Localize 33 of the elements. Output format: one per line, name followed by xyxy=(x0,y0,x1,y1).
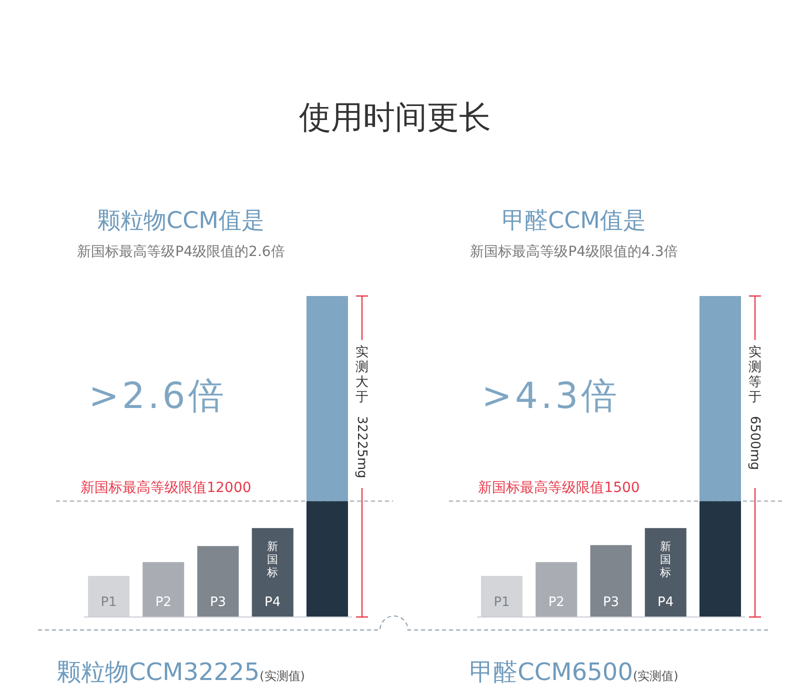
bar xyxy=(142,562,184,617)
ref-line-label: 新国标最高等级限值1500 xyxy=(478,480,640,496)
ref-line-label: 新国标最高等级限值12000 xyxy=(80,480,252,496)
bar xyxy=(699,296,741,502)
chart-title: 颗粒物CCM值是 xyxy=(98,208,264,234)
x-tick-label: P4 xyxy=(658,595,674,610)
bar xyxy=(306,501,348,617)
annotation: >2.6倍 xyxy=(88,376,228,417)
annotation: 实测等于 6500mg xyxy=(747,345,762,470)
text: 颗粒物CCM32225(实测值) xyxy=(57,658,305,686)
bar xyxy=(306,296,348,502)
x-tick-label: P4 xyxy=(264,595,281,610)
x-tick-label: P3 xyxy=(210,595,226,610)
bar xyxy=(644,528,686,617)
bar xyxy=(252,528,294,617)
x-tick-label: P2 xyxy=(155,595,172,610)
bar xyxy=(197,546,239,617)
chart-title: 甲醛CCM值是 xyxy=(502,208,646,234)
x-tick-label: P3 xyxy=(602,595,620,610)
text: 甲醛CCM6500(实测值) xyxy=(470,658,678,686)
x-tick-label: P2 xyxy=(548,595,564,610)
chart-subtitle: 新国标最高等级P4级限值的4.3倍 xyxy=(470,244,678,260)
annotation: 实测大于 32225mg xyxy=(354,345,369,478)
text: 使用时间更长 xyxy=(299,98,491,136)
bar xyxy=(536,562,578,617)
annotation: >4.3倍 xyxy=(482,376,620,417)
annotation: 新国标 xyxy=(659,540,672,580)
x-tick-label: P1 xyxy=(494,595,510,610)
bar xyxy=(590,545,632,617)
x-tick-label: P1 xyxy=(100,595,117,610)
chart-subtitle: 新国标最高等级P4级限值的2.6倍 xyxy=(77,244,285,260)
bar xyxy=(699,501,741,617)
annotation: 新国标 xyxy=(266,540,278,580)
